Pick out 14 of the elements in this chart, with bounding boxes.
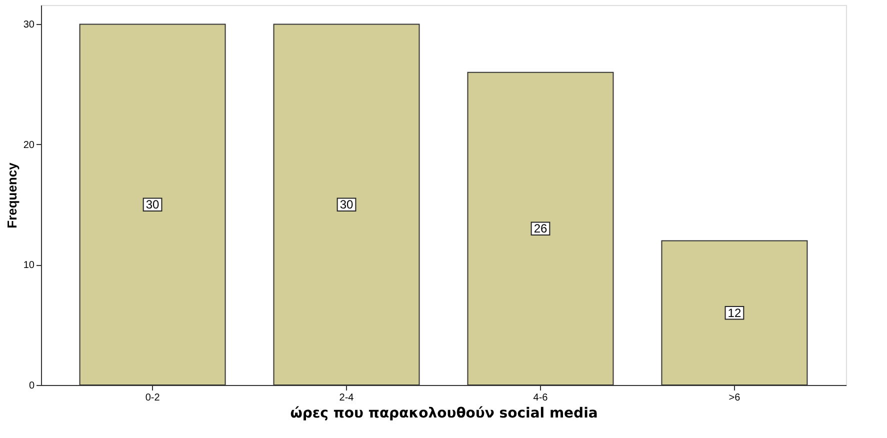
x-tick-label: 2-4 <box>339 392 354 404</box>
data-label: 30 <box>340 198 354 212</box>
x-tick-label: 4-6 <box>533 392 548 404</box>
x-tick-label: >6 <box>728 392 741 404</box>
data-label: 30 <box>146 198 160 212</box>
y-tick-label: 30 <box>23 20 35 31</box>
y-tick-label: 10 <box>23 260 35 272</box>
y-tick-label: 0 <box>28 380 35 392</box>
data-label: 12 <box>728 306 742 320</box>
x-axis-title: ώρες που παρακολουθούν social media <box>290 406 598 422</box>
data-label: 26 <box>534 222 548 236</box>
y-tick-label: 20 <box>23 140 35 151</box>
y-axis-title: Frequency <box>4 162 20 228</box>
x-tick-label: 0-2 <box>145 392 160 404</box>
